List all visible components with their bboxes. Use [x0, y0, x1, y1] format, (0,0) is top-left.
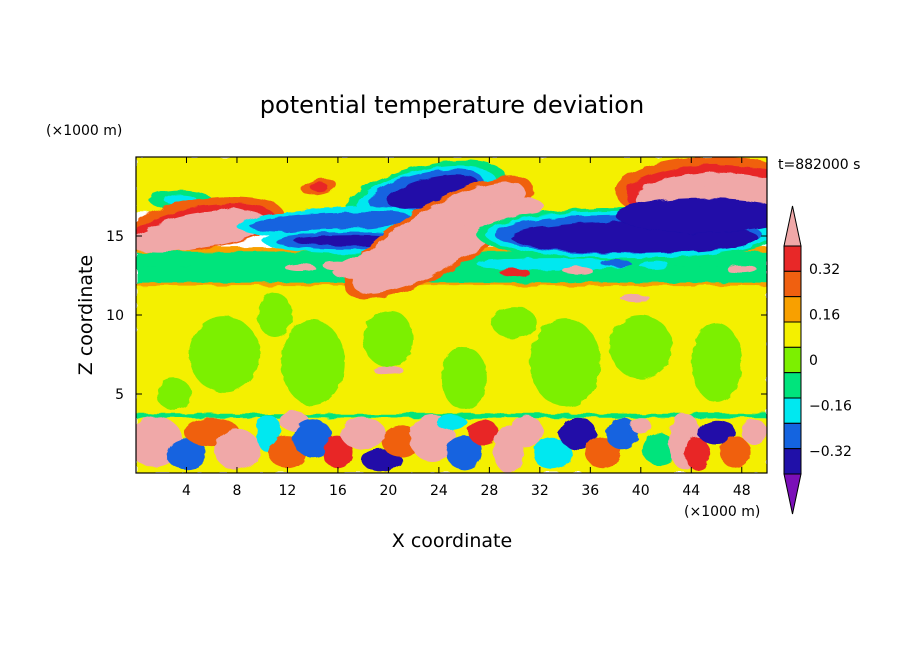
- time-label: t=882000 s: [778, 157, 860, 173]
- x-tick-label: 16: [329, 483, 347, 499]
- colorbar-box: [783, 448, 802, 475]
- colorbar-label: −0.32: [809, 444, 852, 460]
- bl-blob-27: [720, 436, 751, 469]
- bl-blob-4: [214, 428, 260, 470]
- streak-2: [499, 268, 530, 277]
- bl-blob-25: [684, 438, 711, 470]
- cold-central-purple: [386, 174, 479, 209]
- colorbar-box: [783, 422, 802, 450]
- x-tick-label: 12: [279, 483, 297, 499]
- y-tick-label: 10: [106, 308, 124, 324]
- cold-east-tail: [476, 258, 629, 271]
- y-axis-label: Z coordinate: [75, 255, 97, 375]
- colorbar-box: [783, 346, 802, 374]
- mid-teal-patch-4: [529, 318, 601, 407]
- tropopause-cyan-inner: [136, 266, 767, 278]
- warm-arc-cover: [615, 198, 767, 233]
- contour-field: [136, 157, 767, 473]
- mid-teal-patch-0: [189, 316, 260, 393]
- x-tick-label: 20: [379, 483, 397, 499]
- x-tick-label: 8: [232, 483, 241, 499]
- colorbar-box: [783, 397, 802, 424]
- colorbar-top-arrow: [783, 205, 802, 247]
- bl-blob-1: [138, 425, 172, 458]
- bl-blob-19: [558, 417, 597, 450]
- bl-blob-14: [446, 435, 482, 470]
- colorbar-box: [783, 245, 802, 272]
- bl-blob-2: [166, 438, 207, 470]
- colorbar-label: −0.16: [809, 399, 852, 415]
- bl-blob-8: [292, 419, 333, 458]
- bl-blob-29: [436, 414, 467, 431]
- colorbar: 0.32 0.16 0 −0.16 −0.32: [783, 205, 852, 515]
- bl-blob-9: [322, 436, 354, 469]
- mid-teal-patch-1: [281, 319, 345, 406]
- colorbar-box: [783, 321, 802, 348]
- bl-blob-17: [510, 416, 544, 448]
- upper-orange-dot: [310, 182, 328, 192]
- x-tick-label: 48: [733, 483, 751, 499]
- x-axis-unit: (×1000 m): [684, 504, 760, 520]
- streak-4: [600, 258, 631, 267]
- x-tick-label: 4: [182, 483, 191, 499]
- y-tick-label: 15: [106, 229, 124, 245]
- colorbar-label: 0.32: [809, 262, 840, 278]
- warm-west-pink-2: [211, 207, 250, 227]
- x-axis-ticks: 4 8 12 16 20 24 28 32 36 40 44 48: [182, 157, 751, 499]
- colorbar-label: 0: [809, 353, 818, 369]
- colorbar-box: [783, 296, 802, 323]
- streak-1: [322, 262, 354, 270]
- plot-area: [136, 157, 767, 473]
- bl-blob-10: [340, 417, 386, 450]
- colorbar-box: [783, 372, 802, 399]
- mid-teal-patch-6: [691, 322, 742, 402]
- x-tick-label: 24: [430, 483, 448, 499]
- streak-6: [726, 265, 757, 274]
- bl-blob-26: [697, 419, 736, 445]
- colorbar-box: [783, 270, 802, 298]
- y-axis-unit: (×1000 m): [46, 123, 122, 139]
- colorbar-bottom-arrow: [783, 473, 802, 515]
- mid-teal-patch-5: [609, 315, 673, 379]
- mid-teal-patch-2: [363, 310, 414, 368]
- warm-west-pink: [136, 219, 243, 253]
- bl-blob-28: [741, 419, 767, 445]
- x-tick-label: 36: [581, 483, 599, 499]
- x-axis-label: X coordinate: [392, 530, 512, 552]
- streak-7: [619, 293, 650, 302]
- x-tick-label: 40: [632, 483, 650, 499]
- x-tick-label: 32: [531, 483, 549, 499]
- streak-0: [284, 263, 316, 272]
- mid-teal-patch-7: [257, 292, 293, 338]
- bl-blob-22: [630, 417, 651, 434]
- bl-blob-21: [605, 417, 639, 450]
- mid-teal-patch-9: [156, 378, 192, 410]
- mid-teal-patch-3: [441, 346, 487, 410]
- plume-pink-2: [332, 240, 457, 279]
- tropopause-green-edge: [136, 282, 767, 286]
- bl-blob-18: [533, 438, 572, 470]
- streak-5: [638, 260, 669, 269]
- chart-title: potential temperature deviation: [260, 91, 644, 119]
- bl-blob-15: [467, 419, 499, 445]
- x-tick-label: 28: [480, 483, 498, 499]
- x-tick-label: 44: [682, 483, 700, 499]
- y-tick-label: 5: [115, 387, 124, 403]
- mid-teal-patch-8: [491, 307, 538, 339]
- y-axis-ticks: 5 10 15: [106, 229, 767, 403]
- cold-strip-navy: [249, 211, 414, 233]
- colorbar-label: 0.16: [809, 307, 840, 323]
- streak-3: [562, 266, 593, 275]
- streak-8: [373, 366, 404, 375]
